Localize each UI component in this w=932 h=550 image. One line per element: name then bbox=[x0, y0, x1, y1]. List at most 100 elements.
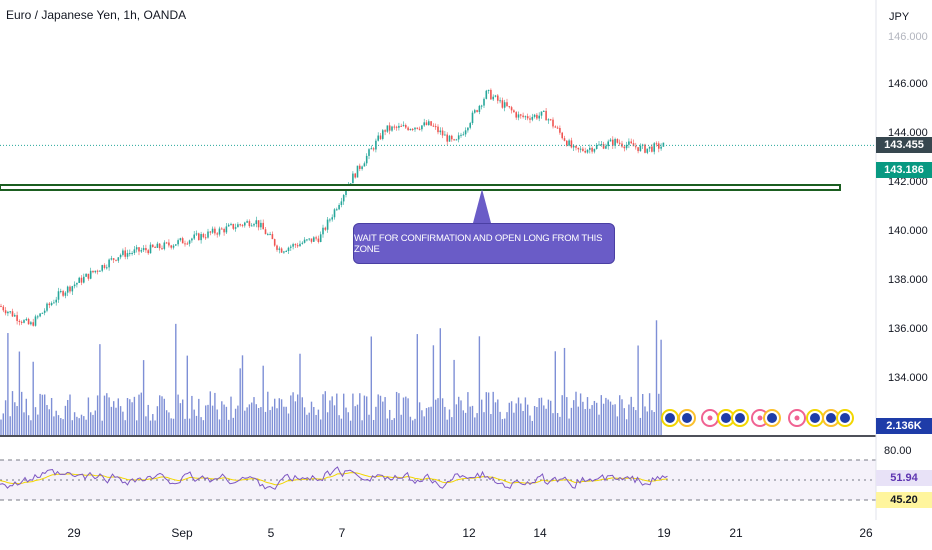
candle-body bbox=[273, 239, 276, 246]
candle-body bbox=[145, 248, 147, 251]
candle-body bbox=[202, 234, 205, 238]
volume-bar bbox=[129, 399, 131, 435]
event-marker-dot bbox=[665, 413, 675, 423]
volume-bar bbox=[407, 398, 409, 435]
volume-bar bbox=[156, 406, 159, 435]
candle-body bbox=[568, 140, 570, 146]
volume-bar bbox=[343, 393, 345, 435]
candle-body bbox=[149, 244, 152, 254]
candle-body bbox=[520, 114, 522, 116]
volume-bar bbox=[607, 399, 609, 435]
volume-bar bbox=[586, 397, 589, 435]
volume-bar bbox=[354, 406, 356, 435]
candle-body bbox=[517, 114, 520, 118]
candle-body bbox=[262, 222, 264, 230]
volume-bar bbox=[554, 351, 556, 435]
candle-body bbox=[379, 135, 382, 139]
candle-body bbox=[172, 245, 175, 248]
candle-body bbox=[623, 146, 626, 149]
candle-body bbox=[492, 96, 494, 100]
volume-bar bbox=[276, 408, 278, 435]
candle-body bbox=[276, 245, 278, 250]
candle-body bbox=[154, 246, 156, 248]
candle-body bbox=[306, 239, 308, 241]
candle-body bbox=[163, 242, 166, 249]
candle-body bbox=[122, 250, 124, 255]
candle-body bbox=[423, 122, 425, 126]
candle-body bbox=[112, 258, 115, 260]
time-tick-label: 14 bbox=[533, 526, 547, 540]
volume-bar bbox=[322, 394, 324, 435]
volume-bar bbox=[4, 400, 7, 435]
volume-bar bbox=[561, 395, 563, 435]
trade-idea-callout[interactable]: WAIT FOR CONFIRMATION AND OPEN LONG FROM… bbox=[353, 223, 615, 264]
candle-body bbox=[230, 223, 232, 225]
candle-body bbox=[377, 135, 379, 141]
candle-body bbox=[177, 240, 179, 245]
price-tick-label: 146.000 bbox=[888, 78, 928, 90]
candle-body bbox=[225, 226, 228, 233]
volume-bar bbox=[531, 420, 533, 435]
candle-body bbox=[290, 246, 292, 248]
time-tick-label: 26 bbox=[859, 526, 873, 540]
candle-body bbox=[48, 303, 51, 306]
candle-body bbox=[2, 306, 5, 311]
candle-body bbox=[62, 291, 64, 296]
time-axis: 29 Sep 5 7 12 14 19 21 26 bbox=[67, 526, 873, 540]
candle-body bbox=[428, 121, 430, 126]
candle-body bbox=[540, 111, 543, 116]
volume-bar bbox=[283, 406, 285, 435]
candle-body bbox=[577, 147, 580, 150]
candle-body bbox=[579, 148, 582, 150]
volume-bar bbox=[481, 399, 483, 435]
candle-body bbox=[621, 143, 623, 147]
candle-body bbox=[545, 110, 547, 121]
candle-body bbox=[103, 265, 106, 268]
volume-bar bbox=[425, 408, 428, 435]
candle-body bbox=[239, 224, 241, 226]
volume-bar bbox=[191, 395, 193, 435]
candle-body bbox=[533, 114, 536, 117]
volume-bar bbox=[333, 405, 336, 435]
candle-body bbox=[414, 127, 416, 130]
volume-bar bbox=[145, 416, 147, 435]
volume-bar bbox=[115, 407, 117, 435]
volume-bar bbox=[598, 414, 600, 435]
candle-body bbox=[20, 321, 23, 323]
candle-body bbox=[386, 125, 389, 132]
volume-bar bbox=[290, 395, 292, 435]
candle-body bbox=[101, 265, 103, 271]
candle-body bbox=[531, 116, 534, 120]
volume-bar bbox=[27, 415, 30, 435]
candle-body bbox=[549, 119, 552, 121]
candle-body bbox=[543, 110, 545, 112]
volume-bar bbox=[85, 419, 87, 435]
candle-body bbox=[73, 284, 76, 287]
candle-body bbox=[605, 146, 607, 149]
candle-body bbox=[598, 144, 600, 146]
volume-bar bbox=[193, 409, 195, 435]
volume-bar bbox=[110, 406, 113, 435]
volume-bar bbox=[522, 411, 524, 435]
volume-bar bbox=[138, 394, 140, 435]
candle-body bbox=[0, 305, 2, 307]
candle-body bbox=[653, 143, 655, 152]
candle-body bbox=[618, 142, 621, 144]
volume-bar bbox=[517, 397, 520, 435]
volume-bar bbox=[225, 406, 228, 435]
candle-body bbox=[384, 130, 386, 132]
candle-body bbox=[257, 220, 260, 228]
candle-body bbox=[522, 115, 524, 117]
candle-body bbox=[80, 277, 83, 283]
volume-bar bbox=[78, 418, 80, 435]
candle-body bbox=[616, 139, 619, 143]
candle-body bbox=[188, 240, 191, 244]
candle-body bbox=[27, 318, 30, 325]
volume-bar bbox=[421, 410, 423, 435]
candle-body bbox=[89, 270, 92, 279]
volume-bar bbox=[165, 410, 168, 435]
candle-body bbox=[227, 224, 230, 227]
candle-body bbox=[46, 303, 48, 311]
price-tick-label: 142.000 bbox=[888, 176, 928, 188]
